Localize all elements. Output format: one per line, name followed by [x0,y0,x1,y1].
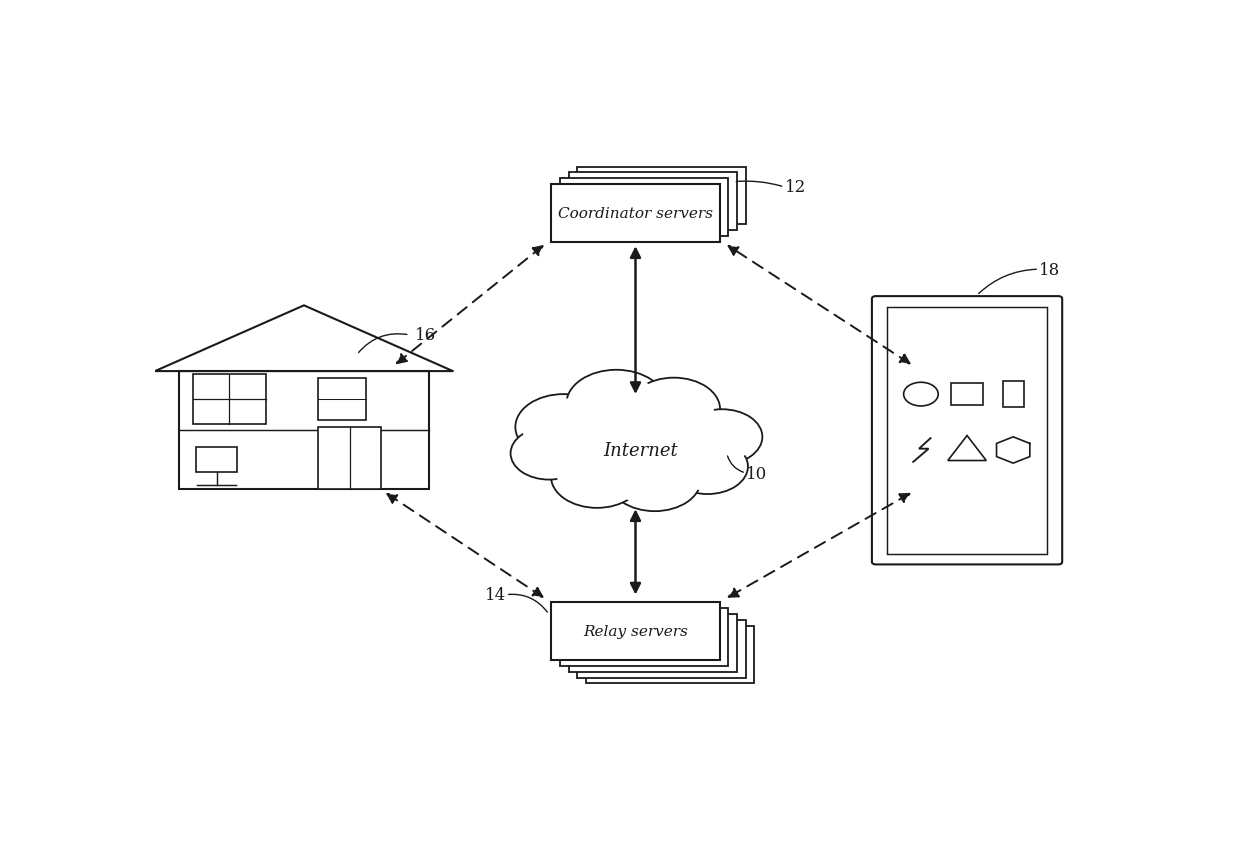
Circle shape [627,378,720,441]
Circle shape [567,370,666,438]
Circle shape [609,449,701,512]
FancyBboxPatch shape [196,447,237,473]
Circle shape [635,383,713,437]
Circle shape [578,408,693,486]
FancyBboxPatch shape [872,297,1063,565]
Text: Internet: Internet [603,442,678,460]
FancyBboxPatch shape [578,167,745,225]
Text: Coordinator servers: Coordinator servers [558,207,713,221]
FancyBboxPatch shape [1003,381,1024,408]
FancyBboxPatch shape [569,173,737,231]
FancyBboxPatch shape [888,307,1047,554]
Circle shape [551,445,644,508]
Circle shape [516,432,582,476]
FancyBboxPatch shape [552,185,719,243]
FancyBboxPatch shape [179,372,429,490]
Circle shape [567,370,666,438]
Circle shape [667,439,748,495]
Circle shape [688,414,756,461]
Circle shape [587,414,684,481]
Circle shape [609,449,701,512]
FancyBboxPatch shape [951,384,983,405]
Circle shape [511,427,588,480]
Circle shape [682,409,763,465]
FancyBboxPatch shape [569,614,737,672]
Circle shape [511,427,588,480]
Circle shape [673,444,742,490]
FancyBboxPatch shape [560,608,728,666]
FancyBboxPatch shape [560,179,728,237]
Circle shape [615,453,694,507]
FancyBboxPatch shape [319,427,381,490]
Circle shape [516,395,611,461]
Circle shape [522,399,604,456]
Text: 10: 10 [746,465,768,482]
FancyBboxPatch shape [193,375,265,424]
Text: 14: 14 [485,587,506,603]
FancyBboxPatch shape [587,626,754,683]
Circle shape [578,408,693,486]
Circle shape [558,450,636,503]
Circle shape [516,395,611,461]
FancyBboxPatch shape [578,620,745,678]
Text: 12: 12 [785,179,806,196]
Text: 16: 16 [414,327,435,344]
FancyBboxPatch shape [319,378,367,421]
Text: 18: 18 [1039,261,1060,278]
Circle shape [627,378,720,441]
Circle shape [667,439,748,495]
Text: Relay servers: Relay servers [583,624,688,638]
Circle shape [574,375,658,433]
Circle shape [551,445,644,508]
Circle shape [682,409,763,465]
FancyBboxPatch shape [552,602,719,660]
